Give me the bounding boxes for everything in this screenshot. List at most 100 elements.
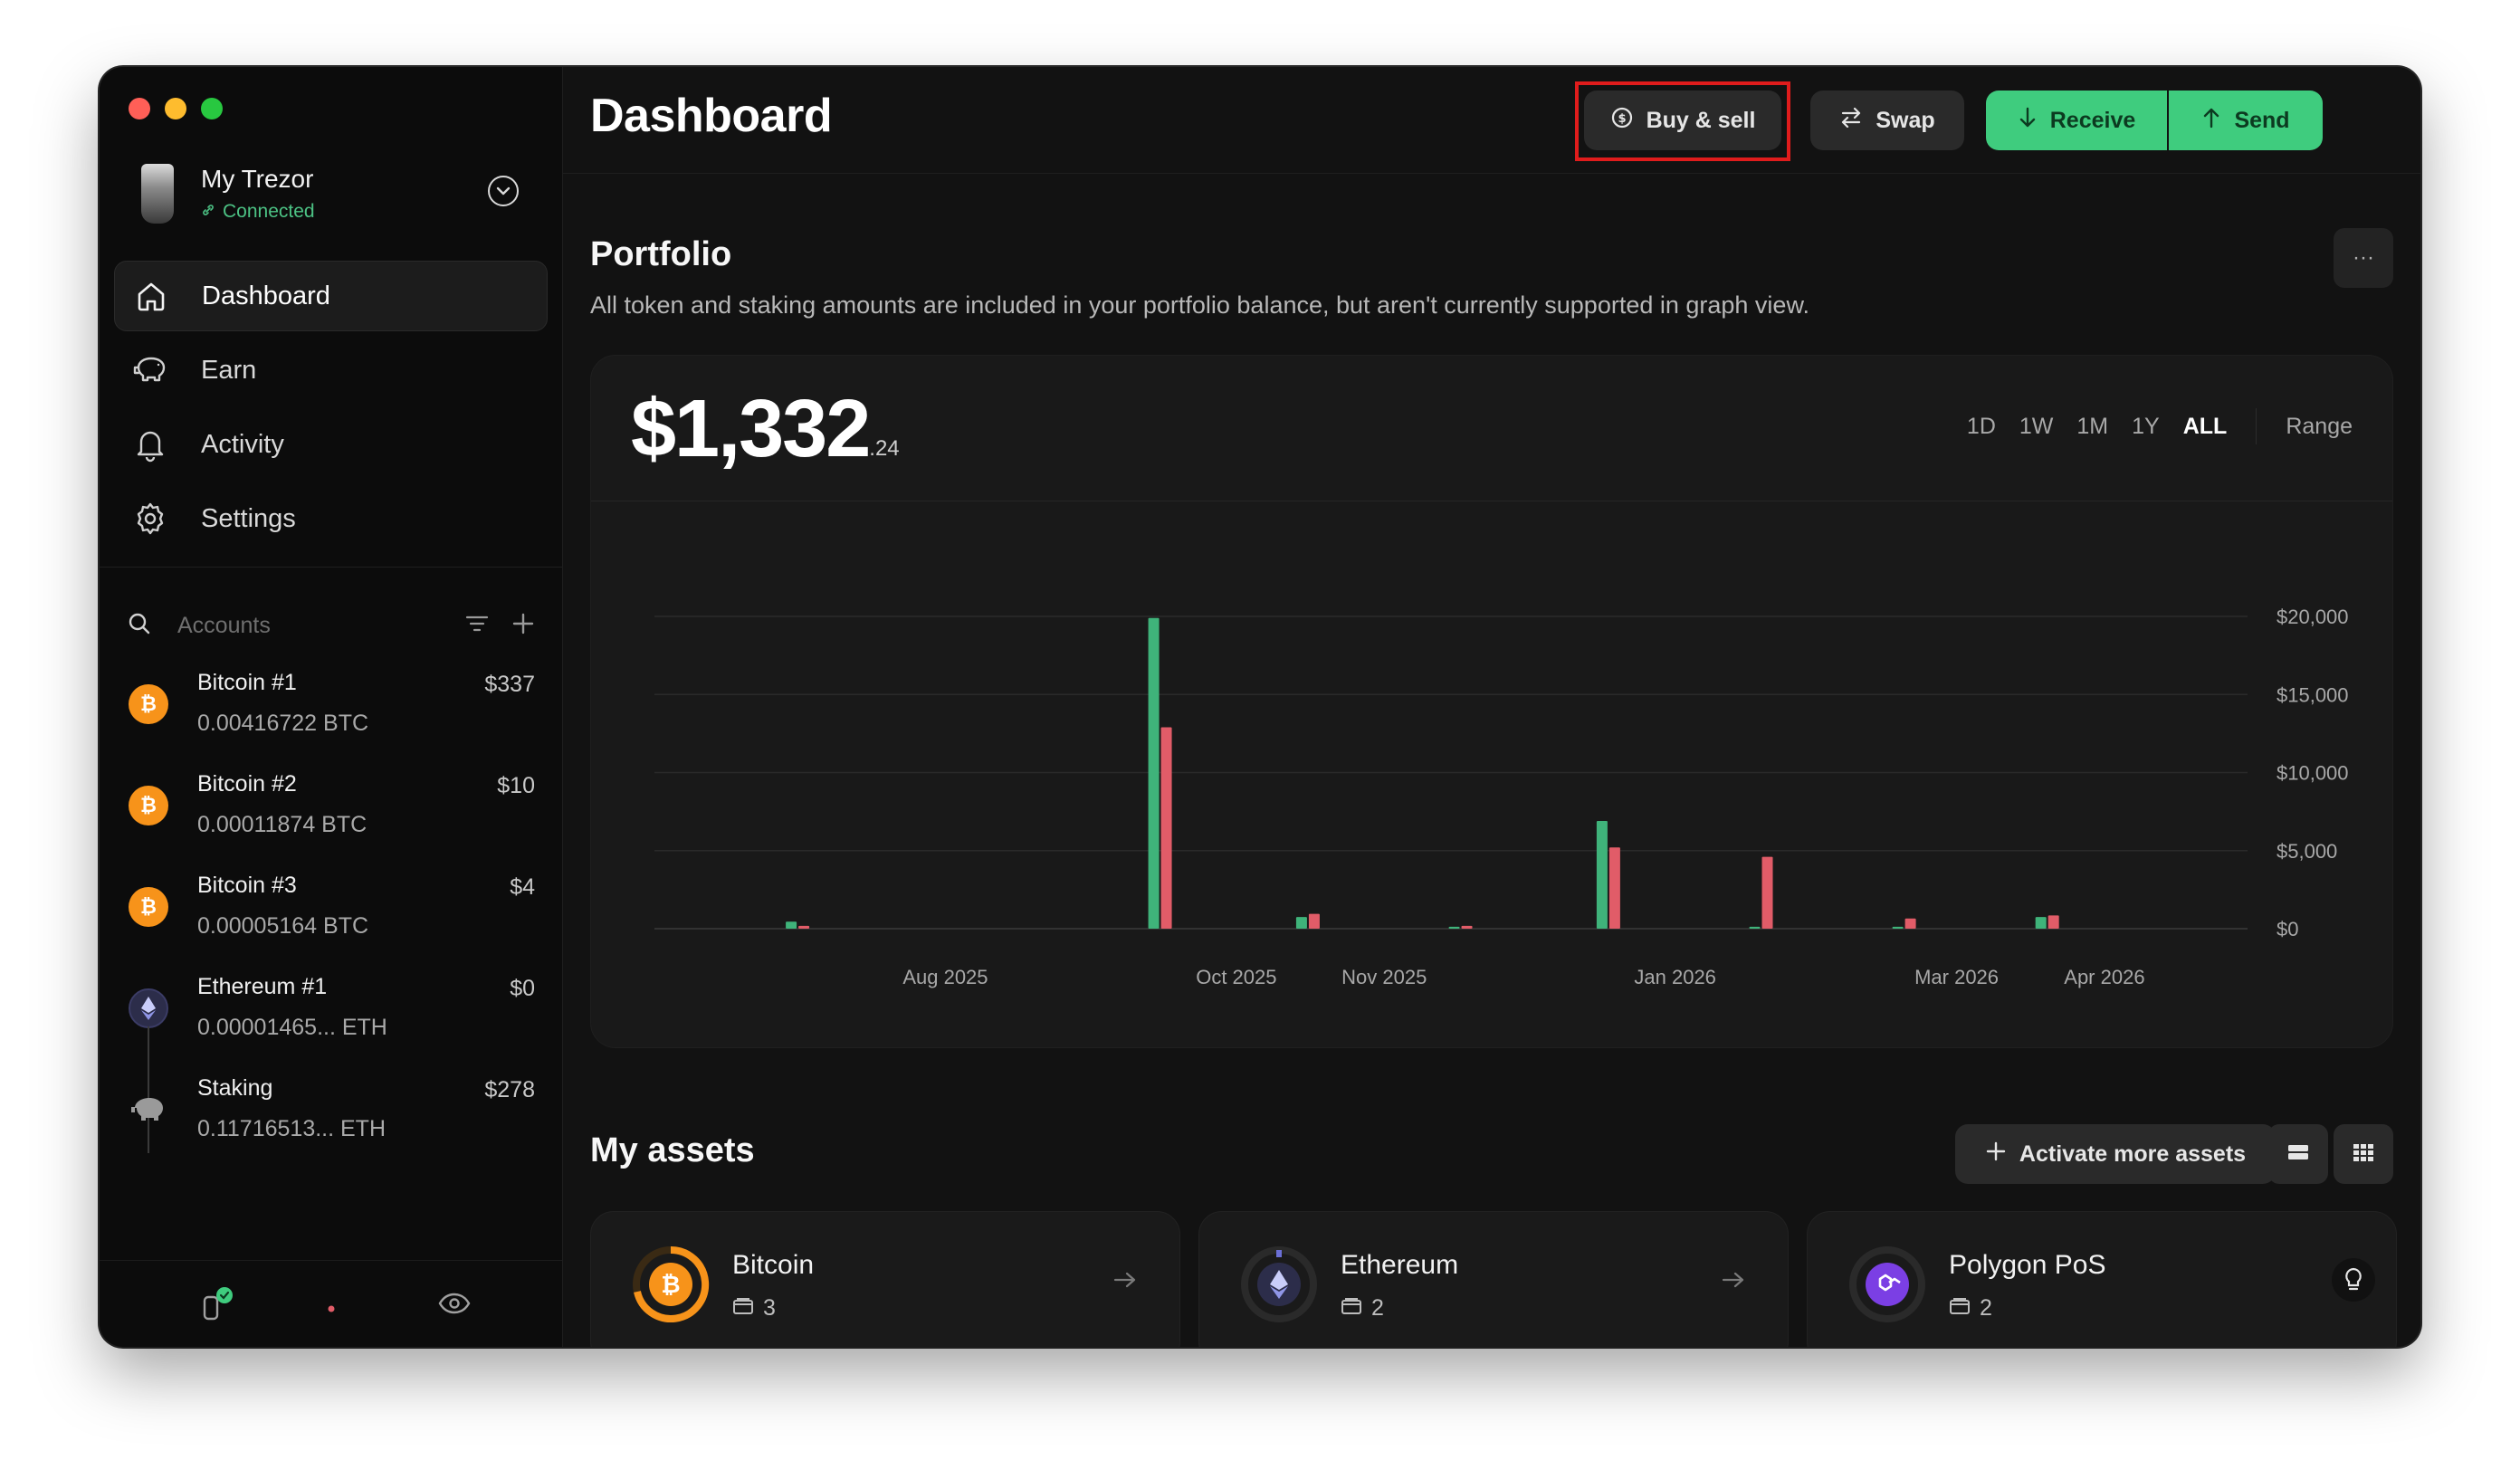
close-window-button[interactable] (129, 98, 150, 119)
account-item[interactable]: Ethereum #1 0.00001465... ETH $0 (121, 969, 535, 1153)
account-item[interactable]: Staking 0.11716513... ETH $278 (121, 1070, 535, 1171)
device-connected-icon[interactable] (199, 1284, 235, 1329)
maximize-window-button[interactable] (201, 98, 223, 119)
eye-icon[interactable] (438, 1292, 471, 1320)
add-account-icon[interactable] (511, 612, 535, 640)
asset-name: Polygon PoS (1949, 1250, 2106, 1280)
buy-sell-button[interactable]: $ Buy & sell (1584, 91, 1781, 150)
highlight-box (1575, 81, 1790, 161)
balance-cents: .24 (869, 436, 900, 461)
y-tick-label: $20,000 (2277, 606, 2349, 628)
divider (100, 567, 562, 568)
account-item[interactable]: ₿ Bitcoin #3 0.00005164 BTC $4 (121, 867, 535, 969)
chart-bar (1148, 617, 1160, 929)
range-all[interactable]: ALL (2182, 413, 2228, 439)
x-tick-label: Jan 2026 (1634, 966, 1716, 988)
wallet-icon (1949, 1295, 1971, 1322)
x-tick-label: Oct 2025 (1196, 966, 1276, 988)
chart-bar (1892, 926, 1904, 929)
asset-name: Bitcoin (732, 1250, 815, 1280)
ethereum-icon (1239, 1245, 1319, 1324)
staking-connector (148, 1026, 149, 1153)
account-item[interactable]: ₿ Bitcoin #1 0.00416722 BTC $337 (121, 664, 535, 766)
chart-bar (1160, 727, 1172, 929)
chart-bar (786, 921, 797, 929)
asset-account-count: 2 (1341, 1295, 1384, 1322)
nav-item-settings[interactable]: Settings (114, 483, 548, 554)
asset-name: Ethereum (1341, 1250, 1459, 1280)
account-item[interactable]: ₿ Bitcoin #2 0.00011874 BTC $10 (121, 766, 535, 867)
main-content: Dashboard $ Buy & sell Swap Receive (563, 67, 2420, 1347)
nav-item-activity[interactable]: Activity (114, 409, 548, 480)
sidebar: My Trezor Connected Dashboard (100, 67, 563, 1347)
bell-icon (130, 425, 170, 464)
activate-more-assets-button[interactable]: Activate more assets (1955, 1124, 2276, 1184)
range-1w[interactable]: 1W (2019, 413, 2054, 439)
status-dot-icon (328, 1301, 335, 1317)
asset-card-bitcoin[interactable]: ₿ Bitcoin 3 (590, 1211, 1180, 1347)
send-button[interactable]: Send (2169, 91, 2323, 150)
portfolio-title: Portfolio (590, 235, 732, 273)
minimize-window-button[interactable] (165, 98, 186, 119)
sidebar-footer (100, 1260, 562, 1347)
nav-item-dashboard[interactable]: Dashboard (114, 261, 548, 331)
receive-button[interactable]: Receive (1986, 91, 2167, 150)
chevron-down-icon[interactable] (488, 176, 519, 206)
accounts-search-label[interactable]: Accounts (177, 612, 271, 638)
piggy-bank-icon (129, 1090, 168, 1130)
chart-bar (798, 925, 810, 929)
chart-bar (2035, 917, 2047, 929)
search-icon[interactable] (127, 611, 152, 641)
x-tick-label: Aug 2025 (902, 966, 988, 988)
chart-bar (1596, 820, 1608, 929)
trezor-device-icon (141, 164, 174, 224)
more-options-button[interactable]: ··· (2334, 228, 2393, 288)
asset-card-polygon[interactable]: Polygon PoS 2 (1807, 1211, 2397, 1347)
chart-bar (1749, 926, 1761, 929)
accounts-header: Accounts (127, 603, 535, 648)
bitcoin-icon: ₿ (129, 887, 168, 927)
device-name: My Trezor (201, 165, 314, 193)
asset-card-ethereum[interactable]: Ethereum 2 (1198, 1211, 1789, 1347)
nav-item-earn[interactable]: Earn (114, 335, 548, 406)
chart-bar (1308, 913, 1320, 929)
range-1y[interactable]: 1Y (2132, 413, 2160, 439)
chart-bar (1761, 856, 1773, 929)
grid-view-button[interactable] (2334, 1124, 2393, 1184)
portfolio-description: All token and staking amounts are includ… (590, 291, 1809, 319)
arrow-down-icon (2018, 106, 2038, 136)
range-1m[interactable]: 1M (2076, 413, 2109, 439)
lightbulb-icon[interactable] (2331, 1257, 2376, 1310)
assets-title: My assets (590, 1131, 755, 1169)
page-title: Dashboard (590, 90, 833, 142)
svg-text:$: $ (1618, 112, 1626, 126)
x-tick-label: Mar 2026 (1914, 966, 1999, 988)
device-status: Connected (201, 201, 315, 223)
home-icon (131, 276, 171, 316)
dollar-coin-icon: $ (1610, 106, 1634, 136)
list-view-icon (2286, 1142, 2310, 1167)
chart-bar (1461, 925, 1473, 929)
range-custom[interactable]: Range (2286, 413, 2353, 439)
range-selector: 1D 1W 1M 1Y ALL Range (1943, 408, 2353, 444)
portfolio-chart-card: $1,332 .24 1D 1W 1M 1Y ALL Range $20,000… (590, 355, 2393, 1048)
chart-bar (1448, 926, 1460, 929)
filter-icon[interactable] (464, 614, 490, 638)
range-divider (2256, 408, 2258, 444)
swap-button[interactable]: Swap (1810, 91, 1964, 150)
y-tick-label: $5,000 (2277, 840, 2337, 863)
chart-bar (1608, 847, 1620, 929)
piggy-bank-icon (130, 350, 170, 390)
arrow-right-icon (1112, 1266, 1138, 1297)
svg-text:₿: ₿ (140, 693, 157, 716)
portfolio-bar-chart: $20,000 $15,000 $10,000 $5,000 $0 Aug 2025 Oct… (654, 606, 2349, 988)
chart-bar (2048, 915, 2059, 929)
device-switcher[interactable]: My Trezor Connected (129, 157, 535, 230)
asset-account-count: 2 (1949, 1295, 1992, 1322)
y-tick-label: $10,000 (2277, 762, 2349, 785)
svg-text:₿: ₿ (661, 1272, 680, 1299)
arrow-right-icon (1721, 1266, 1746, 1297)
range-1d[interactable]: 1D (1966, 413, 1996, 439)
list-view-button[interactable] (2268, 1124, 2328, 1184)
link-icon (201, 201, 215, 223)
